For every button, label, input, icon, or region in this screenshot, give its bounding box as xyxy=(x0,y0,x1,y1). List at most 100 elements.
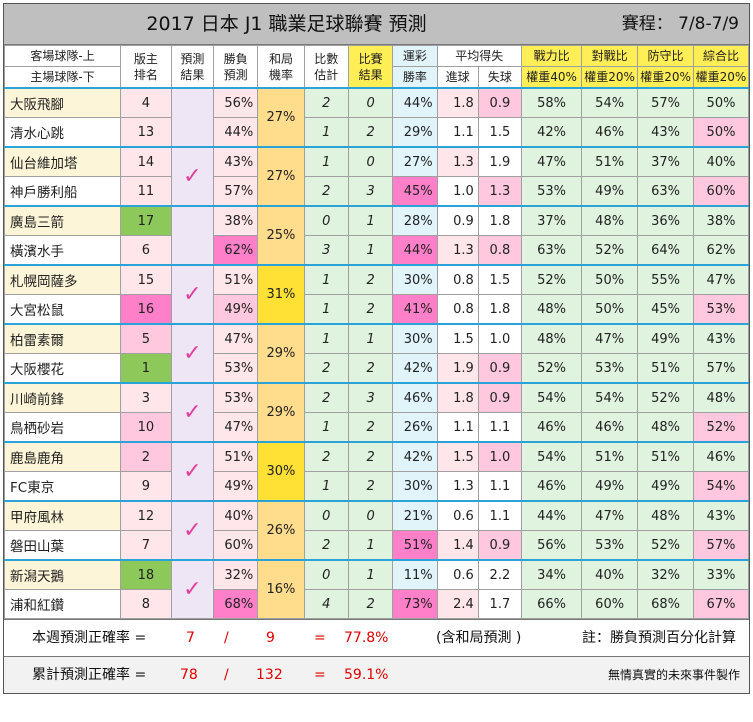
overall-ratio-cell: 38% xyxy=(693,205,749,236)
lottery-rate-cell: 29% xyxy=(392,117,438,148)
header-pred-result-label: 預測 結果 xyxy=(180,51,205,82)
rank-cell: 14 xyxy=(120,146,172,177)
win-prediction-cell: 53% xyxy=(212,353,259,384)
overall-ratio-cell: 67% xyxy=(693,589,749,619)
draw-probability-cell: 25% xyxy=(257,205,305,266)
power-ratio-cell: 58% xyxy=(521,87,583,118)
table-row: 柏雷素爾 5 ✓ 47% 29% 1 1 30% 1.5 1.0 48% 47% 49% 43% xyxy=(3,323,749,384)
avg-goals-against-cell: 1.5 xyxy=(477,117,523,148)
avg-goals-against-cell: 0.9 xyxy=(477,382,523,413)
avg-goals-for-cell: 1.3 xyxy=(436,146,479,177)
team-name: 鹿島鹿角 xyxy=(3,441,122,472)
team-name: 清水心跳 xyxy=(3,117,122,148)
score-estimate-cell: 1 xyxy=(303,412,349,443)
weekly-total: 9 xyxy=(266,630,275,646)
match-result-cell: 1 xyxy=(347,205,394,236)
match-result-cell: 2 xyxy=(347,471,394,502)
header-avg: 平均得失 xyxy=(436,45,523,67)
score-estimate-cell: 1 xyxy=(303,117,349,148)
avg-goals-against-cell: 1.1 xyxy=(477,500,523,531)
table-row: 橫濱水手 6 62% 3 1 44% 1.3 0.8 63% 52% 64% 62% xyxy=(3,235,749,266)
h2h-ratio-cell: 48% xyxy=(581,205,639,236)
avg-goals-for-cell: 1.9 xyxy=(436,353,479,384)
table-row: 鳥栖砂岩 10 47% 1 2 26% 1.1 1.1 46% 46% 48% 52% xyxy=(3,412,749,443)
defense-ratio-cell: 48% xyxy=(637,500,695,531)
power-ratio-cell: 46% xyxy=(521,412,583,443)
defense-ratio-cell: 49% xyxy=(637,323,695,354)
team-name: FC東京 xyxy=(3,471,122,502)
header-match-result-label: 比賽 結果 xyxy=(358,51,383,82)
lottery-rate-cell: 42% xyxy=(392,441,438,472)
cumulative-total: 132 xyxy=(256,667,283,683)
win-prediction-cell: 53% xyxy=(212,382,259,413)
overall-ratio-cell: 50% xyxy=(693,117,749,148)
header-power-weight: 權重40% xyxy=(521,66,583,89)
prediction-result-cell: ✓ xyxy=(170,382,214,443)
lottery-rate-cell: 51% xyxy=(392,530,438,561)
rank-cell: 2 xyxy=(120,441,172,472)
lottery-rate-cell: 42% xyxy=(392,353,438,384)
draw-probability-cell: 26% xyxy=(257,500,305,561)
sheet-title: 2017 日本 J1 職業足球聯賽 預測 xyxy=(146,13,427,35)
avg-goals-against-cell: 1.1 xyxy=(477,471,523,502)
header-pred-result: 預測 結果 xyxy=(170,45,214,89)
cumulative-slash: / xyxy=(224,667,229,683)
defense-ratio-cell: 48% xyxy=(637,412,695,443)
h2h-ratio-cell: 46% xyxy=(581,412,639,443)
team-name: 大阪飛腳 xyxy=(3,87,122,118)
score-estimate-cell: 2 xyxy=(303,353,349,384)
overall-ratio-cell: 52% xyxy=(693,412,749,443)
avg-goals-for-cell: 1.8 xyxy=(436,87,479,118)
cumulative-rate: 59.1% xyxy=(344,667,389,683)
avg-goals-against-cell: 0.9 xyxy=(477,353,523,384)
footnote: 註：勝負預測百分化計算 xyxy=(582,630,736,646)
avg-goals-against-cell: 1.0 xyxy=(477,441,523,472)
weekly-hit: 7 xyxy=(186,630,195,646)
power-ratio-cell: 66% xyxy=(521,589,583,619)
avg-goals-against-cell: 2.2 xyxy=(477,559,523,590)
score-estimate-cell: 1 xyxy=(303,264,349,295)
header-draw-prob-label: 和局 機率 xyxy=(268,51,293,82)
win-prediction-cell: 51% xyxy=(212,264,259,295)
h2h-ratio-cell: 47% xyxy=(581,500,639,531)
table-row: 札幌岡薩多 15 ✓ 51% 31% 1 2 30% 0.8 1.5 52% 50% 55% 47% xyxy=(3,264,749,325)
lottery-rate-cell: 44% xyxy=(392,87,438,118)
score-estimate-cell: 3 xyxy=(303,235,349,266)
rank-cell: 17 xyxy=(120,205,172,236)
h2h-ratio-cell: 51% xyxy=(581,146,639,177)
match-result-cell: 3 xyxy=(347,176,394,207)
check-icon: ✓ xyxy=(183,400,202,425)
prediction-sheet: 2017 日本 J1 職業足球聯賽 預測 賽程： 7/8-7/9 客場球隊-上 … xyxy=(3,3,750,694)
draw-probability-cell: 27% xyxy=(257,146,305,207)
overall-ratio-cell: 43% xyxy=(693,500,749,531)
team-name: 川崎前鋒 xyxy=(3,382,122,413)
draw-probability-cell: 30% xyxy=(257,441,305,502)
win-prediction-cell: 38% xyxy=(212,205,259,236)
weekly-eq: = xyxy=(314,630,326,646)
draw-probability-cell: 16% xyxy=(257,559,305,619)
lottery-rate-cell: 30% xyxy=(392,323,438,354)
weekly-label: 本週預測正確率 = xyxy=(32,630,147,646)
power-ratio-cell: 34% xyxy=(521,559,583,590)
power-ratio-cell: 42% xyxy=(521,117,583,148)
lottery-rate-cell: 26% xyxy=(392,412,438,443)
rank-cell: 1 xyxy=(120,353,172,384)
avg-goals-for-cell: 1.1 xyxy=(436,412,479,443)
power-ratio-cell: 44% xyxy=(521,500,583,531)
rank-cell: 6 xyxy=(120,235,172,266)
header-overall: 綜合比 xyxy=(693,45,749,67)
score-estimate-cell: 2 xyxy=(303,530,349,561)
avg-goals-for-cell: 1.5 xyxy=(436,323,479,354)
cumulative-eq: = xyxy=(314,667,326,683)
score-estimate-cell: 4 xyxy=(303,589,349,619)
header-score-est-label: 比數 估計 xyxy=(314,51,339,82)
overall-ratio-cell: 40% xyxy=(693,146,749,177)
score-estimate-cell: 1 xyxy=(303,323,349,354)
score-estimate-cell: 2 xyxy=(303,441,349,472)
team-name: 新潟天鵝 xyxy=(3,559,122,590)
rank-cell: 3 xyxy=(120,382,172,413)
header-power: 戰力比 xyxy=(521,45,583,67)
win-prediction-cell: 44% xyxy=(212,117,259,148)
match-result-cell: 2 xyxy=(347,117,394,148)
cumulative-accuracy-row: 累計預測正確率 = 78 / 132 = 59.1% 無情真實的未來事件製作 xyxy=(4,656,749,693)
